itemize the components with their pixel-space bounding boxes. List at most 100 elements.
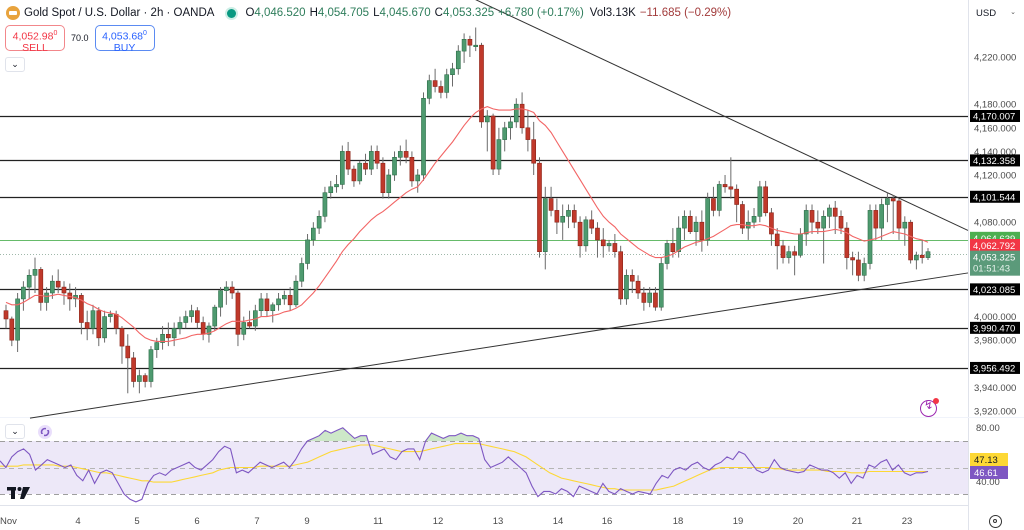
candle-body [647,292,652,303]
candlestick-series [3,27,931,394]
symbol-legend[interactable]: Gold Spot / U.S. Dollar · 2h · OANDA O4,… [6,6,731,20]
candle-body [583,219,589,247]
price-axis[interactable]: 4,220.000 4,180.000 4,160.000 4,140.000 4,12… [974,53,1016,418]
candle-body [629,274,635,282]
sell-label: SELL [22,41,48,54]
symbol-title[interactable]: Gold Spot / U.S. Dollar · 2h · OANDA [24,7,215,19]
time-tick-label: 20 [793,516,804,527]
trendline[interactable] [29,272,969,419]
ohlc-close: C4,053.325 [434,7,495,19]
buy-label: BUY [113,41,136,54]
time-axis[interactable]: Nov 4 5 6 7 9 11 12 13 14 16 18 19 20 21 23 [0,516,912,527]
sell-price: 4,052.98 [12,30,54,43]
price-tick-label: 3,980.000 [974,336,1016,347]
candle-body [79,295,84,323]
trade-panel: 4,052.980 SELL 70.0 4,053.680 BUY [5,25,155,54]
rsi-ma-tag-label: 47.13 [974,455,998,466]
time-tick-label: 4 [75,516,80,527]
candle-body [154,342,160,350]
time-tick-label: 11 [373,516,383,527]
currency-selector[interactable]: USD ⌄ [972,4,1020,24]
candle-body [554,210,560,223]
candle-body [38,269,44,303]
candle-body [270,304,276,311]
candle-body [229,286,235,294]
candle-body [316,216,322,229]
candle-body [44,292,49,303]
gear-icon [993,519,997,523]
time-tick-label: 16 [602,516,613,527]
candle-body [653,292,658,308]
candle-body [9,318,15,341]
candle-body [142,375,148,382]
candle-body [728,186,734,190]
candle-body [676,227,681,253]
alerts-button[interactable]: ↯ [920,398,939,417]
rsi-line [0,427,929,503]
candle-body [798,233,803,256]
trendlines[interactable] [29,0,969,419]
sell-button[interactable]: 4,052.980 SELL [5,25,65,54]
candle-body [757,186,763,217]
candle-body [577,221,583,247]
ma-polyline [5,106,929,342]
price-tick-label: 3,940.000 [974,383,1016,394]
candle-body [368,151,374,170]
candle-body [380,162,386,193]
candle-body [282,295,287,300]
candle-body [363,162,368,170]
price-tick-label: 4,180.000 [974,100,1016,111]
last-price-tag [970,250,1020,276]
candle-body [61,286,67,294]
ohlc-low: L4,045.670 [373,7,431,19]
market-status-icon[interactable] [227,8,237,18]
candle-body [525,127,531,140]
candle-body [189,310,194,317]
candle-body [108,313,113,317]
candle-body [32,269,38,276]
ohlc-open: O4,046.520 [245,7,306,19]
legend-collapse-button[interactable]: ⌄ [5,57,25,72]
candle-body [84,322,90,329]
rsi-value-tag-label: 46.61 [974,468,998,479]
candle-body [606,243,612,247]
settings-button[interactable] [989,515,1002,528]
chevron-down-icon: ⌄ [11,59,19,69]
candle-body [461,38,467,52]
candle-body [432,80,438,87]
candle-body [786,251,792,258]
rsi-legend-collapse-button[interactable]: ⌄ [5,424,25,439]
candle-body [734,188,739,205]
level-price-tag [970,190,1020,203]
candle-body [183,316,189,323]
candle-body [635,280,641,294]
candle-body [479,44,484,123]
candle-body [809,210,815,223]
buy-price: 4,053.68 [102,30,144,43]
last-price-label: 4,053.325 [973,253,1015,264]
candle-body [426,80,432,99]
candle-body [827,207,832,217]
candle-body [821,216,826,229]
rsi-refresh-button[interactable] [38,425,52,439]
price-tags: 4,170.007 4,132.358 4,101.544 4,023.085 3,99… [970,109,1020,479]
buy-button[interactable]: 4,053.680 BUY [94,25,155,54]
candle-body [119,328,125,347]
level-price-tag [970,154,1020,167]
candle-body [50,280,55,294]
candle-body [542,198,548,253]
candle-body [896,200,902,229]
trendline[interactable] [452,0,969,231]
candle-body [484,115,490,123]
chevron-down-icon: ⌄ [11,426,19,436]
tradingview-logo[interactable] [7,486,31,504]
candle-body [322,192,328,217]
rsi-value-tag [970,466,1008,479]
candle-body [740,204,745,229]
candle-body [560,216,566,223]
price-change: +6.780 (+0.17%) [498,7,584,19]
tradingview-logo-icon [7,487,30,499]
candle-body [200,322,206,335]
